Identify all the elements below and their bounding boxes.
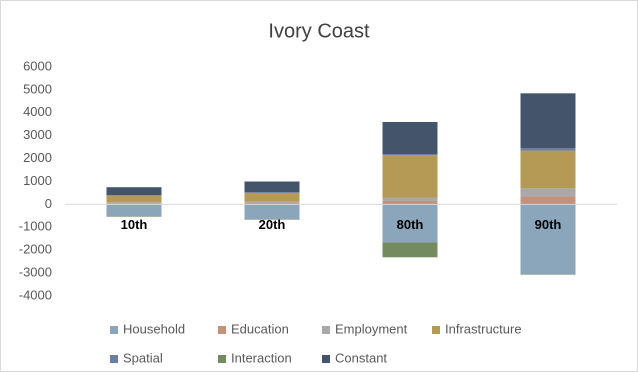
legend-label: Employment [335, 321, 408, 336]
x-tick-label: 10th [121, 217, 148, 232]
legend-label: Interaction [231, 350, 292, 365]
legend-swatch [218, 355, 226, 363]
bar-segment [520, 204, 576, 275]
bar-segment [106, 204, 162, 217]
y-tick-label: -3000 [19, 265, 52, 280]
y-tick-label: 6000 [23, 58, 52, 73]
bar-segment [382, 155, 438, 198]
legend-swatch [432, 326, 440, 334]
bar-segment [382, 242, 438, 258]
legend-label: Constant [335, 350, 387, 365]
bar-segment [382, 204, 438, 243]
bar-segment [244, 201, 300, 204]
bar-segment [244, 192, 300, 193]
y-tick-label: 3000 [23, 127, 52, 142]
bar-segment [244, 204, 300, 220]
bar-segment [382, 154, 438, 156]
bar-segment [520, 148, 576, 151]
chart-title: Ivory Coast [268, 20, 370, 42]
bar-segment [106, 202, 162, 204]
y-tick-label: 5000 [23, 81, 52, 96]
bar-segment [106, 187, 162, 196]
y-tick-label: -4000 [19, 287, 52, 302]
bar-segment [106, 195, 162, 203]
legend-label: Infrastructure [445, 321, 522, 336]
bar-segment [382, 121, 438, 155]
legend-label: Household [123, 321, 185, 336]
legend-swatch [110, 326, 118, 334]
x-tick-label: 80th [397, 217, 424, 232]
x-tick-label: 20th [259, 217, 286, 232]
y-tick-label: 1000 [23, 173, 52, 188]
legend-swatch [110, 355, 118, 363]
bar-segment [520, 196, 576, 205]
bar-segment [382, 197, 438, 201]
y-tick-label: 0 [45, 196, 52, 211]
y-tick-label: 4000 [23, 104, 52, 119]
legend-swatch [322, 355, 330, 363]
y-tick-label: -2000 [19, 242, 52, 257]
bar-segment [520, 188, 576, 197]
legend-swatch [218, 326, 226, 334]
bar-segment [520, 150, 576, 189]
bar-segment [244, 181, 300, 193]
bar-segment [520, 93, 576, 149]
legend-label: Education [231, 321, 289, 336]
bar-segment [382, 200, 438, 205]
legend-label: Spatial [123, 350, 163, 365]
y-tick-label: 2000 [23, 150, 52, 165]
bar-segment [244, 192, 300, 202]
x-tick-label: 90th [535, 217, 562, 232]
legend-swatch [322, 326, 330, 334]
y-tick-label: -1000 [19, 219, 52, 234]
